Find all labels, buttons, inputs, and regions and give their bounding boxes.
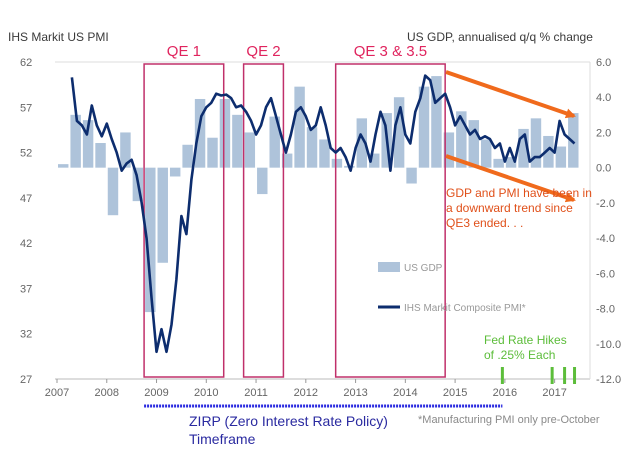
gdp-bar: [207, 137, 218, 168]
x-tick-label: 2016: [493, 387, 517, 399]
gdp-bar: [431, 76, 442, 168]
gdp-bar: [369, 153, 380, 168]
gdp-bar: [468, 120, 479, 168]
gdp-bar: [232, 114, 243, 168]
trend-arrow-upper: [445, 70, 576, 119]
left-tick-label: 62: [20, 57, 32, 69]
gdp-bar: [443, 132, 455, 168]
gdp-bar: [269, 116, 280, 168]
x-axis-ticks: 2007 2008 2009 2010 2011 2012 2013 2014 2015 2016…: [45, 379, 567, 399]
right-tick-label: 2.0: [596, 127, 611, 139]
gdp-bar: [555, 146, 567, 168]
left-tick-label: 27: [20, 374, 32, 386]
right-axis-title: US GDP, annualised q/q % change: [407, 30, 593, 44]
zirp-label: ZIRP (Zero Interest Rate Policy) Timefra…: [189, 413, 388, 447]
gdp-bar: [257, 167, 268, 195]
gdp-bar: [356, 118, 368, 168]
legend: US GDP IHS Markit Composite PMI*: [378, 262, 526, 314]
left-tick-label: 37: [20, 283, 32, 295]
gdp-bar: [182, 144, 193, 168]
qe-region-label: QE 2: [246, 43, 280, 60]
gdp-bar: [306, 127, 318, 168]
left-tick-label: 32: [20, 329, 32, 341]
gdp-bar: [82, 120, 94, 168]
x-tick-label: 2007: [45, 387, 69, 399]
x-tick-label: 2008: [95, 387, 119, 399]
gdp-bar: [518, 128, 529, 168]
rate-hikes-annotation: Fed Rate Hikes of .25% Each: [484, 333, 567, 362]
gdp-bar: [393, 97, 405, 168]
gdp-bar: [480, 139, 492, 168]
right-tick-label: -10.0: [596, 339, 621, 351]
gdp-bar: [219, 98, 231, 168]
qe-region-label: QE 3 & 3.5: [354, 43, 427, 60]
gdp-bar: [319, 139, 330, 168]
right-tick-label: -6.0: [596, 268, 615, 280]
right-tick-label: 4.0: [596, 92, 611, 104]
gdp-bar: [418, 86, 430, 168]
legend-label-gdp: US GDP: [404, 263, 443, 274]
gdp-bar: [505, 157, 517, 168]
right-tick-label: 6.0: [596, 57, 611, 69]
gdp-bar: [331, 158, 343, 168]
qe-region-label: QE 1: [167, 43, 201, 60]
gdp-bar: [120, 132, 131, 168]
pmi-line-group: [70, 74, 576, 354]
gdp-bar: [493, 158, 504, 168]
x-tick-label: 2013: [343, 387, 367, 399]
pmi-line: [70, 74, 576, 354]
gdp-bar: [406, 167, 417, 184]
gdp-bar: [157, 167, 168, 263]
gdp-bar: [281, 153, 293, 168]
left-tick-label: 42: [20, 238, 32, 250]
gdp-bar: [244, 132, 256, 168]
left-tick-label: 47: [20, 193, 32, 205]
x-tick-label: 2009: [144, 387, 168, 399]
qe-region-box: [334, 63, 446, 378]
gdp-bar: [194, 98, 206, 168]
gdp-bar: [95, 143, 106, 168]
left-axis-ticks: 62 57 52 47 42 37 32 27: [20, 57, 32, 386]
x-tick-label: 2011: [244, 387, 268, 399]
left-tick-label: 52: [20, 148, 32, 160]
rate-hike-markers: [500, 367, 577, 384]
right-axis-ticks: 6.0 4.0 2.0 0.0 -2.0 -4.0 -6.0 -8.0 -10.0 -12.0: [596, 57, 621, 386]
gdp-bar: [543, 135, 554, 168]
gdp-bar: [294, 86, 305, 168]
qe-region-box: [242, 63, 285, 378]
legend-swatch-gdp: [378, 262, 400, 272]
gdp-bar: [58, 164, 69, 168]
trend-annotation: GDP and PMI have been in a downward tren…: [446, 186, 592, 230]
x-tick-label: 2015: [443, 387, 467, 399]
gdp-bar: [530, 118, 542, 168]
right-tick-label: 0.0: [596, 163, 611, 175]
right-tick-label: -8.0: [596, 304, 615, 316]
right-tick-label: -12.0: [596, 374, 621, 386]
gdp-bar: [107, 167, 119, 216]
right-tick-label: -2.0: [596, 198, 615, 210]
legend-label-pmi: IHS Markit Composite PMI*: [404, 303, 526, 314]
right-tick-label: -4.0: [596, 233, 615, 245]
trend-arrow-lower: [445, 154, 576, 203]
footnote: *Manufacturing PMI only pre-October: [418, 414, 600, 426]
x-tick-label: 2012: [294, 387, 318, 399]
left-tick-label: 57: [20, 102, 32, 114]
gdp-bar: [169, 167, 181, 177]
gdp-bar: [145, 167, 156, 313]
left-axis-title: IHS Markit US PMI: [8, 30, 109, 44]
x-tick-label: 2017: [542, 387, 566, 399]
gdp-bar: [70, 114, 81, 168]
gdp-bar: [456, 111, 467, 168]
x-tick-label: 2014: [393, 387, 417, 399]
x-tick-label: 2010: [194, 387, 218, 399]
qe-regions: QE 1 QE 2 QE 3 & 3.5: [143, 43, 446, 378]
gdp-bar: [568, 113, 579, 168]
